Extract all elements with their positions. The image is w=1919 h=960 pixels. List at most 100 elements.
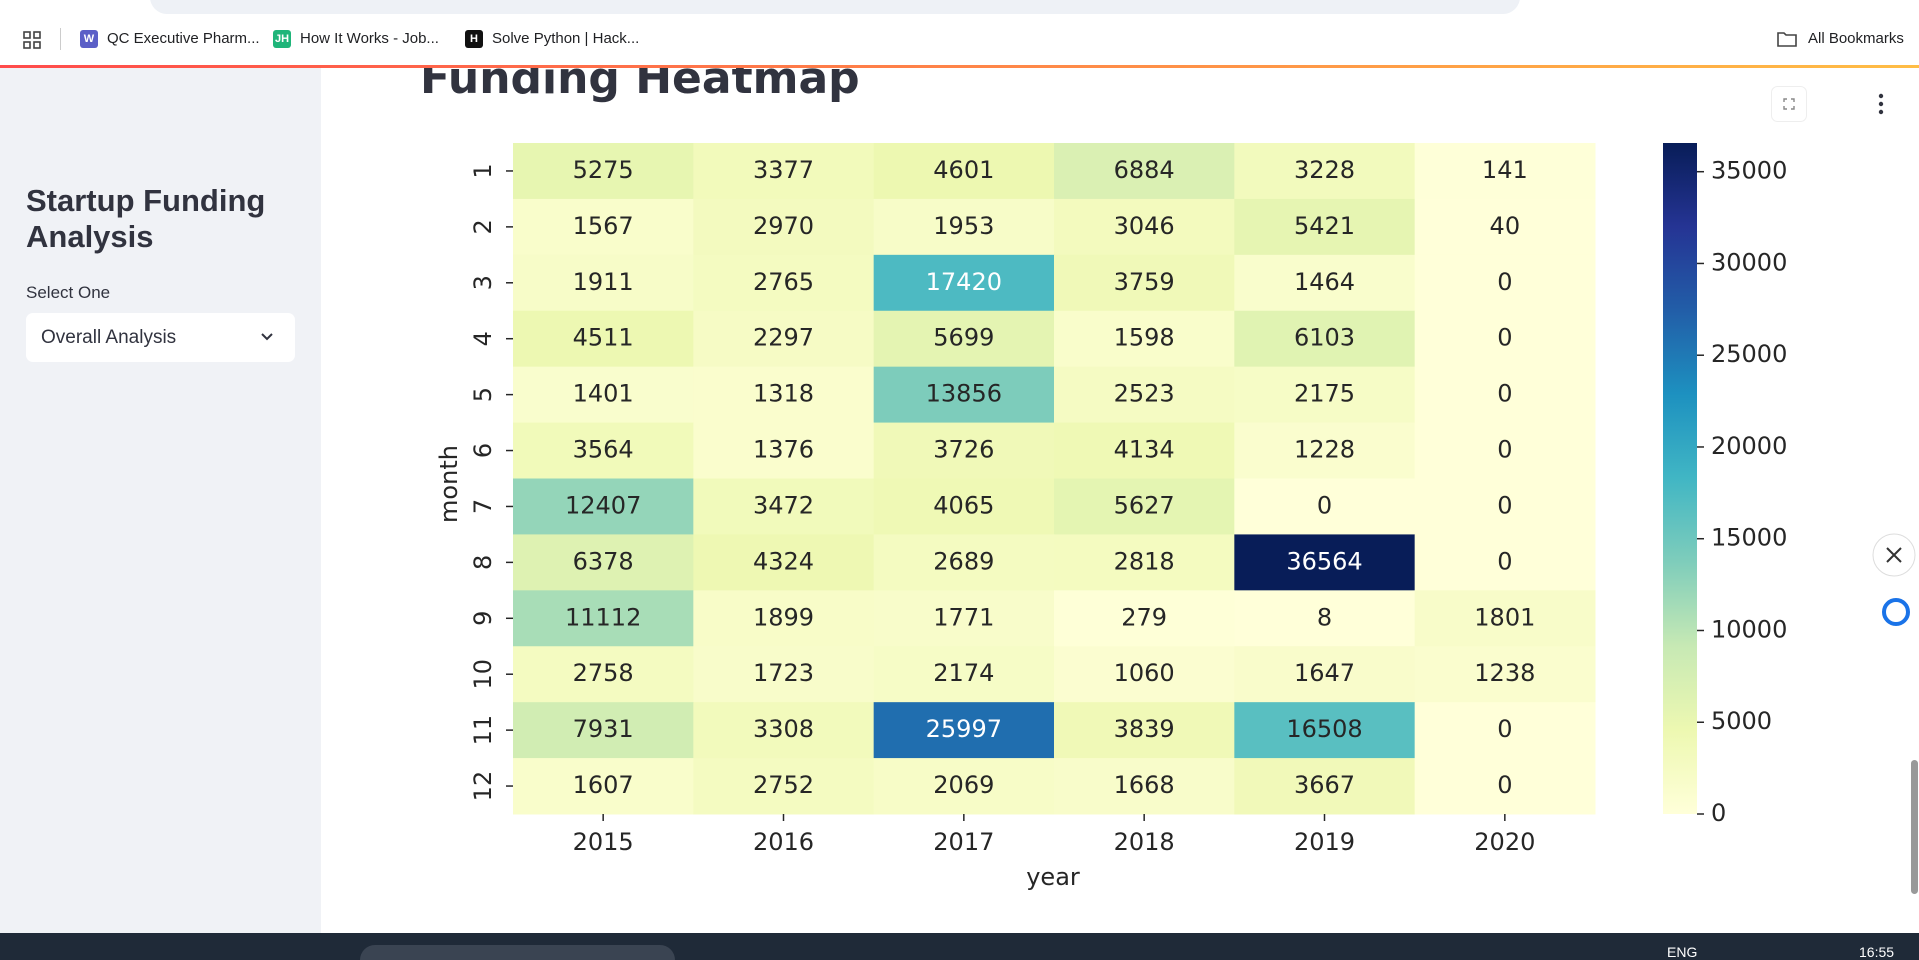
heatmap-cell <box>1054 590 1235 647</box>
cell-label: 1567 <box>573 212 634 240</box>
heatmap-cell <box>513 422 694 479</box>
cell-label: 3564 <box>573 436 634 464</box>
heatmap-cell <box>513 646 694 703</box>
colorbar <box>1663 143 1697 814</box>
heatmap-cell <box>1414 478 1596 535</box>
y-tick-label: 2 <box>469 219 497 234</box>
chevron <box>261 333 273 341</box>
heatmap-cell <box>1234 646 1416 703</box>
heatmap-cell <box>1054 534 1235 591</box>
heatmap-cell <box>1234 590 1416 647</box>
cell-label: 1899 <box>753 603 814 631</box>
cell-label: 4601 <box>933 156 994 184</box>
heatmap-cell <box>693 366 875 424</box>
x-tick-label: 2016 <box>753 828 814 856</box>
heatmap-cell <box>1414 758 1596 815</box>
heatmap-cell <box>1414 534 1596 591</box>
y-tick-label: 3 <box>469 275 497 290</box>
cell-label: 3308 <box>753 715 814 743</box>
browser-chrome: W QC Executive Pharm... JH How It Works … <box>0 0 1919 68</box>
heatmap-cell <box>693 254 875 312</box>
cell-label: 11112 <box>565 603 641 631</box>
cell-label: 4134 <box>1114 436 1175 464</box>
y-tick-label: 12 <box>469 771 497 802</box>
cell-label: 0 <box>1497 547 1512 575</box>
cell-label: 1668 <box>1114 771 1175 799</box>
heatmap-cell <box>1234 366 1416 424</box>
heatmap-cell <box>513 310 694 368</box>
chart: Funding Heatmap year month 5275 3377 4601 6… <box>420 68 1787 891</box>
heatmap-cell <box>873 702 1055 759</box>
colorbar-tick-label: 15000 <box>1711 524 1787 552</box>
scrollbar-thumb[interactable] <box>1911 760 1918 894</box>
cell-label: 279 <box>1121 603 1167 631</box>
cell-label: 3726 <box>933 436 994 464</box>
cell-label: 1607 <box>573 771 634 799</box>
cell-label: 0 <box>1497 436 1512 464</box>
apps-icon[interactable] <box>22 30 42 50</box>
heatmap-cell <box>1414 366 1596 424</box>
all-bookmarks[interactable]: All Bookmarks <box>1808 30 1904 47</box>
heatmap-cell <box>513 590 694 647</box>
cell-label: 1771 <box>933 603 994 631</box>
cell-label: 1401 <box>573 380 634 408</box>
heatmap-cell <box>1054 366 1235 424</box>
heatmap-cell <box>1234 534 1416 591</box>
cell-label: 1801 <box>1474 603 1535 631</box>
heatmap-cell <box>513 534 694 591</box>
cell-label: 2523 <box>1114 380 1175 408</box>
colorbar-tick-label: 10000 <box>1711 615 1787 643</box>
colorbar-tick-label: 35000 <box>1711 157 1787 185</box>
heatmap-cell <box>1054 478 1235 535</box>
address-bar[interactable] <box>150 0 1520 14</box>
fullscreen-button[interactable] <box>1771 86 1807 122</box>
heatmap-cell <box>693 590 875 647</box>
cell-label: 3839 <box>1114 715 1175 743</box>
y-tick-label: 8 <box>469 555 497 570</box>
cell-label: 3046 <box>1114 212 1175 240</box>
x-tick-label: 2020 <box>1474 828 1535 856</box>
sidebar-title: Startup Funding Analysis <box>26 183 266 254</box>
chat-button[interactable] <box>1874 590 1918 634</box>
heatmap-cell <box>693 198 875 256</box>
cell-label: 2069 <box>933 771 994 799</box>
select-box[interactable]: Overall Analysis <box>26 313 295 362</box>
heatmap-cell <box>513 366 694 424</box>
heatmap-cell <box>693 478 875 535</box>
y-tick-label: 11 <box>469 715 497 746</box>
cell-label: 1060 <box>1114 659 1175 687</box>
cell-label: 1318 <box>753 380 814 408</box>
heatmap-cell <box>1414 198 1596 256</box>
y-tick-label: 5 <box>469 387 497 402</box>
cell-label: 13856 <box>926 380 1002 408</box>
cell-label: 2297 <box>753 324 814 352</box>
search-box[interactable] <box>360 945 675 960</box>
scissors-button[interactable] <box>1872 533 1916 577</box>
menu-button[interactable] <box>1873 92 1889 116</box>
favicon: JH <box>273 30 291 48</box>
cell-label: 141 <box>1482 156 1528 184</box>
bookmark[interactable]: How It Works - Job... <box>300 30 439 47</box>
colorbar-tick-label: 0 <box>1711 799 1726 827</box>
heatmap-cell <box>1054 702 1235 759</box>
cell-label: 2689 <box>933 547 994 575</box>
favicon: W <box>80 30 98 48</box>
cell-label: 8 <box>1317 603 1332 631</box>
heatmap-cell <box>513 702 694 759</box>
cell-label: 5421 <box>1294 212 1355 240</box>
cell-label: 5275 <box>573 156 634 184</box>
bookmark[interactable]: Solve Python | Hack... <box>492 30 640 47</box>
cell-label: 40 <box>1490 212 1521 240</box>
cell-label: 2174 <box>933 659 994 687</box>
cell-label: 1723 <box>753 659 814 687</box>
cell-label: 0 <box>1497 268 1512 296</box>
cell-label: 2765 <box>753 268 814 296</box>
heatmap-cell <box>693 534 875 591</box>
heatmap-cell <box>1234 702 1416 759</box>
heatmap-cell <box>693 143 875 200</box>
cell-label: 12407 <box>565 491 641 519</box>
heatmap-cell <box>1414 646 1596 703</box>
heatmap-cell <box>1414 143 1596 200</box>
bookmark[interactable]: QC Executive Pharm... <box>107 30 260 47</box>
cell-label: 0 <box>1497 380 1512 408</box>
